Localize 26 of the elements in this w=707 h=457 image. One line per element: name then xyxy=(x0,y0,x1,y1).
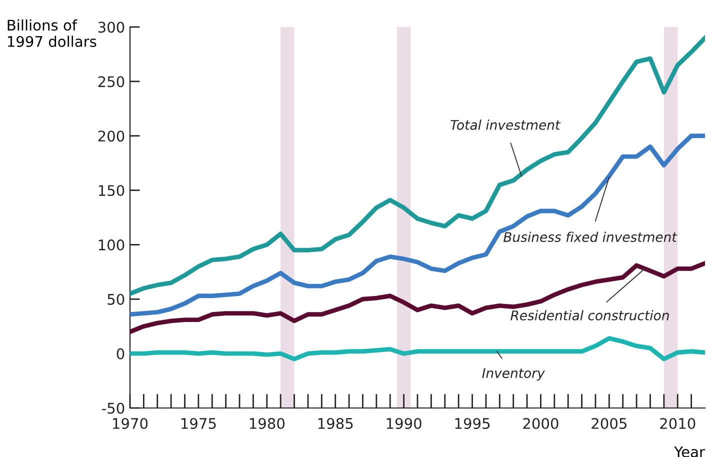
y-tick-label: 200 xyxy=(98,130,124,142)
x-tick-label: 1990 xyxy=(386,418,422,430)
y-axis-title: Billions of 1997 dollars xyxy=(8,19,96,47)
x-tick-label: 2005 xyxy=(592,418,626,430)
y-tick-label: 50 xyxy=(108,294,124,305)
y-tick-label: 300 xyxy=(98,22,124,33)
x-tick-label: 2010 xyxy=(660,418,696,430)
x-tick-label: 2000 xyxy=(523,418,558,430)
series-label: Residential construction xyxy=(510,310,669,320)
line-series xyxy=(130,336,705,362)
x-tick-label: 1975 xyxy=(181,418,216,430)
x-tick-label: 1995 xyxy=(455,418,490,430)
x-axis-title: Year xyxy=(674,446,705,457)
y-tick-label: 0 xyxy=(116,348,124,360)
line-series xyxy=(130,36,705,296)
x-tick-label: 1980 xyxy=(250,418,284,430)
y-tick-label: 150 xyxy=(98,185,124,196)
x-tick-label: 1970 xyxy=(113,418,148,430)
y-tick-label: 100 xyxy=(98,239,124,250)
x-tick-label: 1985 xyxy=(318,418,353,430)
series-label: Business fixed investment xyxy=(504,232,678,242)
y-tick-label: 250 xyxy=(98,76,124,88)
y-tick-label: -50 xyxy=(102,402,124,414)
series-label: Inventory xyxy=(482,368,545,381)
line-series xyxy=(130,260,705,334)
series-label: Total investment xyxy=(450,120,561,130)
